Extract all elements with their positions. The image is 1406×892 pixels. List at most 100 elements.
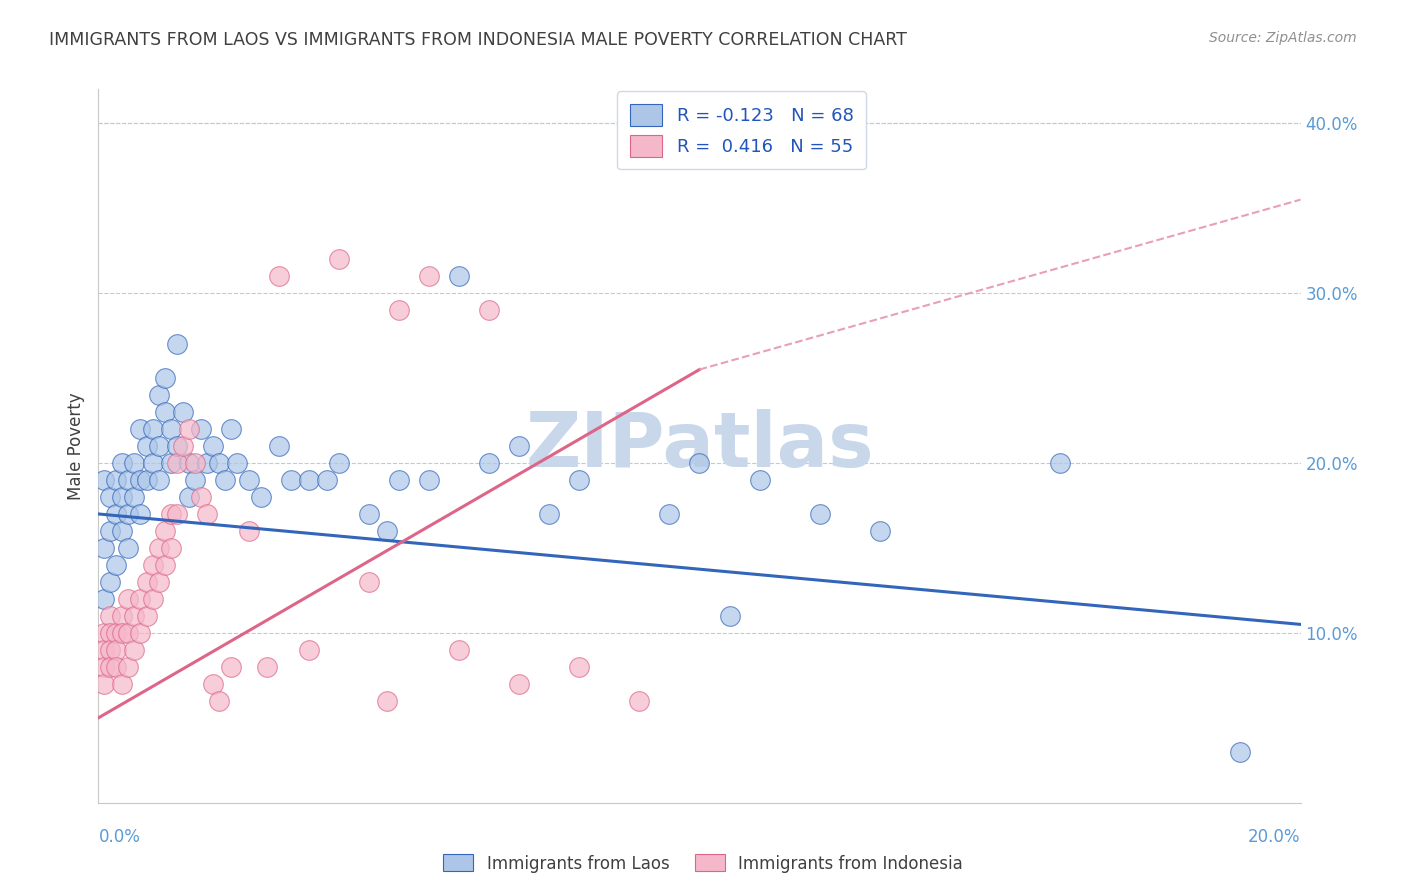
Point: [418, 473, 440, 487]
Point: [159, 507, 181, 521]
Point: [166, 507, 188, 521]
Point: [201, 677, 224, 691]
Point: [238, 473, 260, 487]
Point: [568, 660, 591, 674]
Point: [375, 694, 398, 708]
Point: [124, 643, 146, 657]
Point: [124, 608, 146, 623]
Point: [153, 405, 176, 419]
Point: [111, 677, 134, 691]
Point: [315, 473, 337, 487]
Point: [141, 591, 163, 606]
Point: [418, 269, 440, 284]
Point: [357, 507, 380, 521]
Point: [219, 422, 242, 436]
Point: [124, 490, 146, 504]
Point: [153, 558, 176, 572]
Point: [447, 269, 470, 284]
Point: [166, 337, 188, 351]
Text: IMMIGRANTS FROM LAOS VS IMMIGRANTS FROM INDONESIA MALE POVERTY CORRELATION CHART: IMMIGRANTS FROM LAOS VS IMMIGRANTS FROM …: [49, 31, 907, 49]
Text: 20.0%: 20.0%: [1249, 828, 1301, 846]
Point: [183, 473, 205, 487]
Point: [100, 490, 122, 504]
Point: [135, 439, 157, 453]
Point: [658, 507, 681, 521]
Point: [1049, 456, 1071, 470]
Point: [538, 507, 561, 521]
Point: [135, 473, 157, 487]
Point: [135, 608, 157, 623]
Point: [689, 456, 711, 470]
Point: [177, 456, 200, 470]
Point: [111, 626, 134, 640]
Point: [166, 439, 188, 453]
Point: [111, 608, 134, 623]
Point: [195, 456, 218, 470]
Point: [478, 303, 501, 318]
Point: [135, 574, 157, 589]
Point: [148, 439, 170, 453]
Point: [267, 269, 290, 284]
Point: [129, 626, 152, 640]
Point: [1229, 745, 1251, 759]
Point: [141, 456, 163, 470]
Point: [141, 422, 163, 436]
Point: [93, 643, 115, 657]
Point: [153, 524, 176, 538]
Point: [111, 490, 134, 504]
Point: [129, 422, 152, 436]
Point: [100, 608, 122, 623]
Point: [808, 507, 831, 521]
Point: [298, 643, 321, 657]
Point: [159, 541, 181, 555]
Point: [100, 660, 122, 674]
Point: [177, 490, 200, 504]
Point: [478, 456, 501, 470]
Point: [159, 422, 181, 436]
Point: [267, 439, 290, 453]
Point: [93, 591, 115, 606]
Point: [238, 524, 260, 538]
Point: [177, 422, 200, 436]
Legend: Immigrants from Laos, Immigrants from Indonesia: Immigrants from Laos, Immigrants from In…: [437, 847, 969, 880]
Point: [208, 456, 231, 470]
Point: [628, 694, 651, 708]
Point: [190, 490, 212, 504]
Point: [93, 677, 115, 691]
Point: [148, 388, 170, 402]
Point: [214, 473, 236, 487]
Point: [105, 660, 128, 674]
Text: 0.0%: 0.0%: [98, 828, 141, 846]
Point: [219, 660, 242, 674]
Point: [328, 456, 350, 470]
Point: [190, 422, 212, 436]
Point: [105, 626, 128, 640]
Point: [93, 660, 115, 674]
Point: [93, 541, 115, 555]
Point: [93, 473, 115, 487]
Point: [100, 643, 122, 657]
Point: [298, 473, 321, 487]
Point: [388, 473, 411, 487]
Point: [172, 405, 194, 419]
Point: [388, 303, 411, 318]
Point: [148, 574, 170, 589]
Point: [748, 473, 770, 487]
Point: [141, 558, 163, 572]
Point: [328, 252, 350, 266]
Point: [159, 456, 181, 470]
Point: [375, 524, 398, 538]
Text: ZIPatlas: ZIPatlas: [526, 409, 873, 483]
Point: [568, 473, 591, 487]
Point: [447, 643, 470, 657]
Legend: R = -0.123   N = 68, R =  0.416   N = 55: R = -0.123 N = 68, R = 0.416 N = 55: [617, 91, 866, 169]
Y-axis label: Male Poverty: Male Poverty: [66, 392, 84, 500]
Point: [249, 490, 271, 504]
Point: [93, 626, 115, 640]
Point: [111, 456, 134, 470]
Point: [148, 541, 170, 555]
Point: [117, 591, 139, 606]
Point: [117, 507, 139, 521]
Point: [869, 524, 891, 538]
Point: [718, 608, 741, 623]
